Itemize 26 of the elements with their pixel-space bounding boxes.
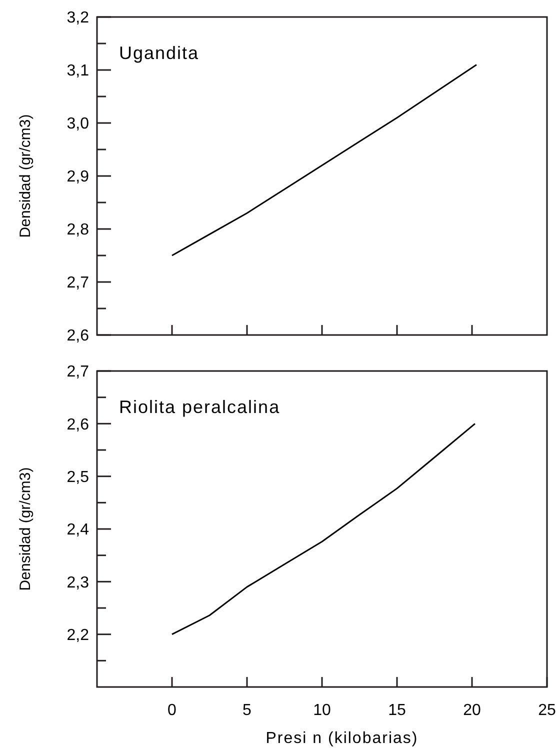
- text: Riolita peralcalina: [119, 397, 280, 417]
- y-tick-label: 3,1: [66, 62, 90, 80]
- y-tick-label: 2,2: [66, 626, 90, 644]
- y-axis-title: Densidad (gr/cm3): [17, 467, 34, 591]
- y-tick-label: 2,7: [66, 274, 90, 292]
- y-tick-label: 2,7: [66, 364, 90, 381]
- line-series: [171, 422, 476, 636]
- y-tick-label: 2,3: [66, 574, 90, 592]
- y-tick-label: 2,5: [66, 468, 90, 486]
- line-series: [171, 64, 478, 256]
- text: Ugandita: [119, 43, 200, 63]
- y-tick-label: 3,0: [66, 116, 90, 133]
- y-tick-label: 3,2: [66, 10, 90, 27]
- x-tick-label: 5: [242, 702, 252, 719]
- y-axis-title: Densidad (gr/cm3): [17, 114, 34, 238]
- x-tick-label: 10: [313, 702, 331, 719]
- y-tick-label: 2,9: [66, 168, 90, 186]
- x-tick-label: 25: [538, 702, 556, 719]
- x-tick-label: 0: [168, 702, 177, 719]
- y-tick-label: 2,6: [66, 416, 90, 434]
- x-tick-label: 15: [388, 702, 406, 719]
- x-tick-label: 20: [463, 702, 481, 719]
- y-tick-label: 2,4: [66, 522, 90, 539]
- y-tick-label: 2,8: [66, 222, 90, 239]
- x-axis-title: Presi n (kilobarias): [266, 730, 418, 747]
- y-tick-label: 2,6: [66, 328, 90, 345]
